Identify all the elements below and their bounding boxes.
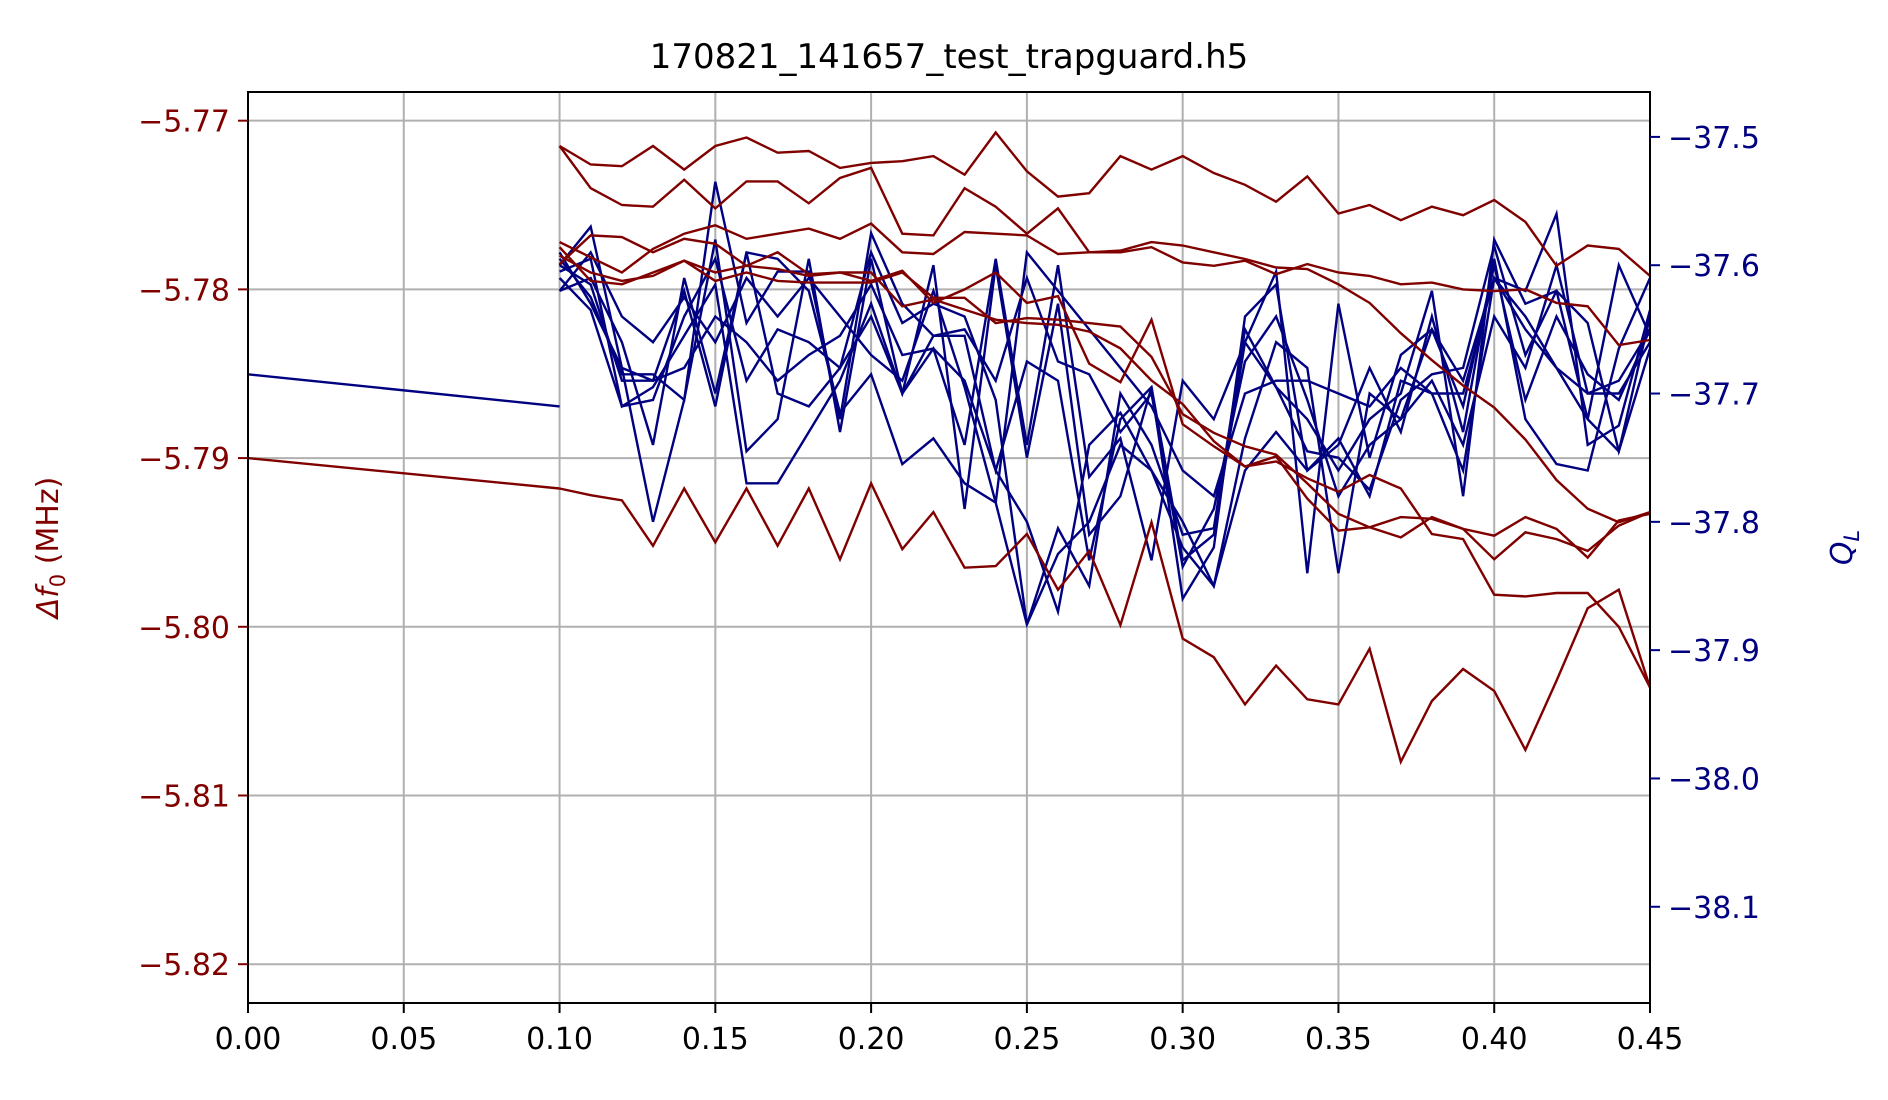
q-series-line-4 xyxy=(559,252,1652,603)
right-y-tick-label: −37.9 xyxy=(1668,634,1760,669)
grid-lines xyxy=(247,92,1651,1003)
right-y-tick-label: −37.5 xyxy=(1668,121,1760,156)
left-y-tick-label: −5.80 xyxy=(138,611,230,646)
q-series-line-8 xyxy=(558,260,1652,617)
df-series-line-6 xyxy=(558,234,1651,560)
left-y-tick-label: −5.78 xyxy=(138,273,230,308)
x-tick-label: 0.05 xyxy=(370,1022,437,1057)
x-tick-label: 0.25 xyxy=(993,1022,1060,1057)
left-axis-label-sub: 0 xyxy=(46,574,70,587)
left-y-tick-label: −5.79 xyxy=(138,442,230,477)
left-axis-label-suffix: (MHz) xyxy=(31,477,66,574)
q-series-line-5 xyxy=(558,181,1652,571)
left-y-axis: −5.77 −5.78 −5.79 −5.80 −5.81 −5.82 xyxy=(138,105,248,983)
right-axis-label-main: Q xyxy=(1825,542,1860,566)
left-axis-label: Δf0 (MHz) xyxy=(31,477,70,621)
df-series-line-7 xyxy=(558,246,1651,561)
x-tick-label: 0.10 xyxy=(526,1022,593,1057)
df-series-line-3 xyxy=(558,130,1651,277)
df-series-group xyxy=(247,130,1652,766)
right-y-tick-label: −38.1 xyxy=(1668,891,1760,926)
right-y-tick-label: −37.8 xyxy=(1668,506,1760,541)
q-series-line-7 xyxy=(559,257,1652,574)
q-series-line-1 xyxy=(247,373,560,408)
left-axis-label-main: Δf xyxy=(31,583,66,621)
right-axis-label-sub: L xyxy=(1840,530,1864,542)
left-y-tick-label: −5.82 xyxy=(138,948,230,983)
right-y-tick-label: −37.6 xyxy=(1668,249,1760,284)
right-y-tick-label: −38.0 xyxy=(1668,762,1760,797)
df-series-line-2 xyxy=(559,480,1652,766)
right-y-tick-label: −37.7 xyxy=(1668,378,1760,413)
chart-title: 170821_141657_test_trapguard.h5 xyxy=(650,37,1249,77)
df-series-line-5 xyxy=(559,222,1651,524)
x-tick-label: 0.20 xyxy=(838,1022,905,1057)
x-tick-label: 0.45 xyxy=(1617,1022,1684,1057)
df-series-line-8 xyxy=(559,254,1652,689)
x-tick-label: 0.35 xyxy=(1305,1022,1372,1057)
df-series-line-1 xyxy=(247,456,560,490)
q-series-line-9 xyxy=(558,249,1652,503)
q-series-group xyxy=(247,181,1652,629)
right-y-axis: −37.5 −37.6 −37.7 −37.8 −37.9 −38.0 −38.1 xyxy=(1650,121,1760,926)
x-tick-label: 0.00 xyxy=(215,1022,282,1057)
x-tick-label: 0.15 xyxy=(682,1022,749,1057)
q-series-line-2 xyxy=(558,224,1652,561)
x-tick-label: 0.40 xyxy=(1461,1022,1528,1057)
left-y-tick-label: −5.77 xyxy=(138,105,230,140)
x-axis: 0.00 0.05 0.10 0.15 0.20 0.25 0.30 0.35 0.40 0.45 xyxy=(215,1003,1684,1057)
right-axis-label: QL xyxy=(1825,530,1864,565)
x-tick-label: 0.30 xyxy=(1149,1022,1216,1057)
plot-frame xyxy=(247,91,1651,1004)
left-y-tick-label: −5.81 xyxy=(138,779,230,814)
